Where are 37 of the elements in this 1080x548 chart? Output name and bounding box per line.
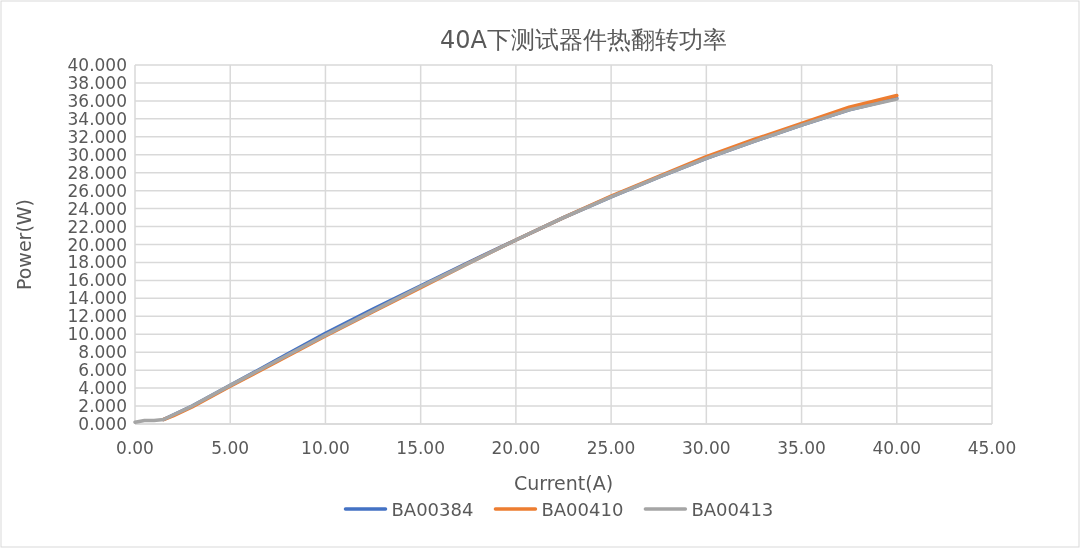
y-tick-label: 36.000: [67, 90, 127, 111]
legend-label: BA00413: [691, 499, 774, 520]
y-tick-label: 16.000: [67, 270, 127, 291]
y-tick-label: 4.000: [78, 378, 127, 399]
x-tick-label: 15.00: [396, 438, 445, 458]
x-tick-label: 20.00: [491, 438, 541, 458]
y-tick-label: 10.000: [67, 324, 127, 345]
legend-label: BA00410: [541, 499, 624, 520]
x-tick-label: 35.00: [777, 438, 826, 458]
x-tick-label: 30.00: [682, 438, 731, 458]
x-axis-title: Current(A): [513, 472, 614, 494]
y-tick-label: 28.000: [67, 162, 127, 183]
y-axis-title: Power(W): [13, 198, 35, 291]
x-tick-label: 0.00: [116, 438, 154, 458]
y-tick-label: 8.000: [78, 342, 127, 363]
y-tick-label: 30.000: [67, 144, 127, 165]
y-tick-label: 34.000: [67, 108, 127, 129]
y-tick-label: 6.000: [78, 360, 127, 381]
y-tick-label: 40.000: [67, 55, 127, 75]
x-tick-label: 40.00: [872, 438, 922, 458]
y-tick-label: 26.000: [67, 180, 127, 201]
y-tick-label: 0.000: [78, 414, 127, 434]
y-tick-label: 12.000: [67, 306, 127, 327]
x-tick-label: 10.00: [301, 438, 350, 458]
y-tick-label: 2.000: [78, 396, 127, 417]
y-tick-label: 18.000: [67, 252, 127, 273]
y-tick-label: 24.000: [67, 198, 127, 219]
x-tick-label: 25.00: [586, 438, 636, 458]
y-tick-label: 32.000: [67, 126, 127, 147]
x-tick-label: 5.00: [211, 438, 250, 458]
y-tick-label: 22.000: [67, 216, 127, 237]
y-tick-label: 14.000: [67, 288, 127, 309]
y-tick-label: 38.000: [67, 72, 127, 93]
legend-label: BA00384: [391, 499, 474, 520]
x-tick-label: 45.00: [967, 438, 1017, 458]
chart-title: 40A下测试器件热翻转功率: [440, 26, 727, 54]
y-tick-label: 20.000: [67, 234, 127, 255]
